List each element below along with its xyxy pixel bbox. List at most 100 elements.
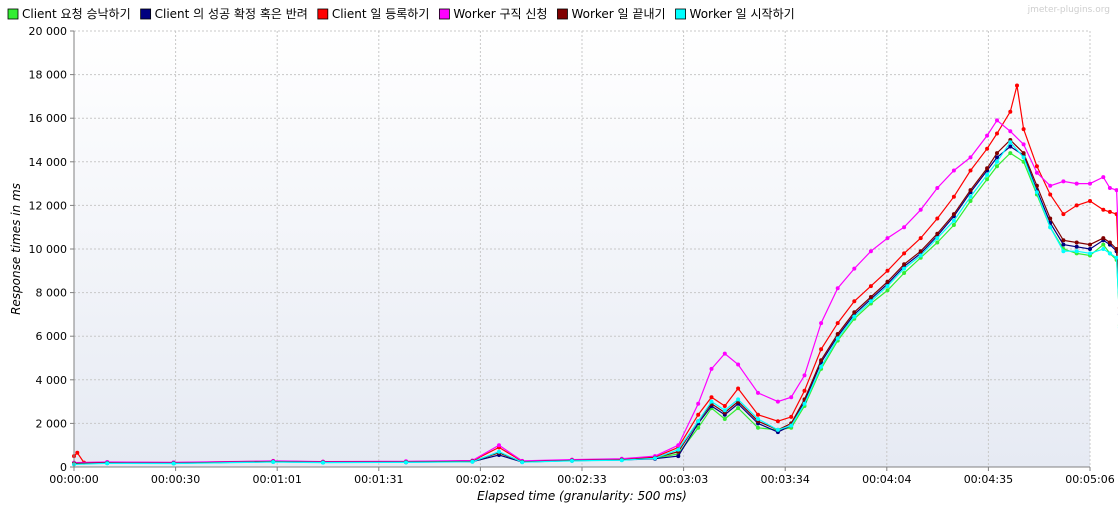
data-point (470, 459, 475, 464)
data-point (951, 223, 956, 227)
legend-item: Client 일 등록하기 (317, 7, 429, 21)
data-point (1114, 188, 1118, 193)
x-tick-label: 00:05:06 (1065, 473, 1114, 486)
data-point (1048, 216, 1053, 221)
series-line (73, 119, 1118, 464)
data-point (1101, 247, 1106, 251)
watermark: jmeter-plugins.org (1027, 5, 1110, 15)
x-axis-ticks: 00:00:00 00:00:30 00:01:01 00:01:31 00:02:02… (49, 467, 1115, 486)
data-point (1101, 242, 1106, 247)
y-tick-label: 8 000 (36, 287, 68, 300)
data-point (1088, 242, 1092, 247)
y-axis-ticks: 0 2 000 4 000 6 000 8 000 10 000 12 000 14 000 1… (29, 25, 74, 474)
data-point (1008, 109, 1013, 114)
data-point (902, 251, 907, 256)
y-tick-label: 20 000 (29, 25, 68, 38)
data-point (985, 177, 990, 182)
data-point (722, 351, 727, 356)
x-tick-label: 00:00:00 (49, 473, 98, 486)
data-point (756, 425, 760, 430)
x-tick-label: 00:04:04 (862, 473, 911, 486)
data-point (321, 460, 325, 465)
data-point (722, 404, 727, 408)
data-point (918, 253, 923, 258)
legend-item: Client 의 성공 확정 혹은 반려 (140, 7, 308, 21)
data-point (985, 166, 990, 171)
data-point (951, 168, 956, 173)
data-point (75, 450, 80, 455)
data-point (935, 231, 940, 236)
x-tick-label: 00:04:35 (964, 473, 1013, 486)
data-point (1034, 190, 1039, 195)
data-point (835, 321, 840, 326)
data-point (1074, 244, 1079, 249)
y-tick-label: 10 000 (29, 243, 68, 256)
data-point (902, 266, 907, 271)
data-point (1048, 183, 1053, 188)
legend-swatch (675, 8, 686, 20)
y-tick-label: 16 000 (29, 112, 68, 125)
data-point (985, 146, 990, 151)
data-point (1034, 183, 1039, 188)
data-point (1034, 164, 1039, 169)
data-point (789, 423, 794, 428)
data-point (1061, 249, 1066, 254)
data-point (105, 461, 110, 466)
legend-label: Worker 일 시작하기 (690, 7, 795, 21)
x-tick-label: 00:00:30 (151, 473, 200, 486)
y-tick-label: 14 000 (29, 156, 68, 169)
data-point (995, 164, 999, 169)
data-point (968, 188, 973, 193)
legend-swatch (317, 8, 329, 20)
data-point (1101, 175, 1106, 180)
y-tick-label: 18 000 (29, 69, 68, 82)
data-point (918, 236, 923, 241)
data-point (696, 412, 701, 417)
data-point (1107, 209, 1112, 214)
y-tick-label: 2 000 (36, 417, 68, 430)
data-point (885, 268, 890, 273)
data-point (1048, 225, 1053, 230)
x-tick-label: 00:01:31 (354, 473, 403, 486)
legend-item: Client 요청 승낙하기 (7, 7, 131, 21)
data-point (1034, 170, 1039, 175)
data-point (852, 299, 857, 304)
data-point (736, 362, 741, 367)
data-point (404, 460, 408, 465)
data-point (775, 399, 780, 404)
data-point (935, 186, 940, 190)
data-point (868, 295, 873, 299)
data-point (995, 159, 999, 164)
y-tick-label: 6 000 (36, 330, 68, 343)
data-point (1008, 151, 1013, 156)
data-point (756, 412, 760, 417)
data-point (1101, 207, 1106, 212)
x-tick-label: 00:03:03 (659, 473, 708, 486)
data-point (935, 240, 940, 245)
data-point (835, 332, 840, 336)
data-point (520, 460, 525, 465)
data-point (171, 461, 176, 466)
data-point (902, 225, 907, 230)
data-point (789, 414, 794, 419)
series-layer (72, 83, 1118, 467)
data-point (968, 194, 973, 199)
data-point (1088, 247, 1092, 251)
data-point (756, 390, 760, 395)
chart-legend: Client 요청 승낙하기 Client 의 성공 확정 혹은 반려 Client… (7, 7, 795, 21)
y-tick-label: 12 000 (29, 199, 68, 212)
data-point (709, 399, 714, 404)
data-point (756, 417, 760, 421)
data-point (918, 207, 923, 212)
data-point (1008, 129, 1013, 134)
data-point (852, 310, 857, 315)
data-point (676, 454, 681, 459)
y-axis-title: Response times in ms (9, 183, 23, 315)
data-point (835, 286, 840, 291)
x-tick-label: 00:03:34 (760, 473, 809, 486)
legend-item: Worker 구직 신청 (438, 7, 547, 21)
data-point (696, 425, 701, 430)
data-point (709, 395, 714, 400)
data-point (935, 216, 940, 221)
data-point (995, 151, 999, 156)
